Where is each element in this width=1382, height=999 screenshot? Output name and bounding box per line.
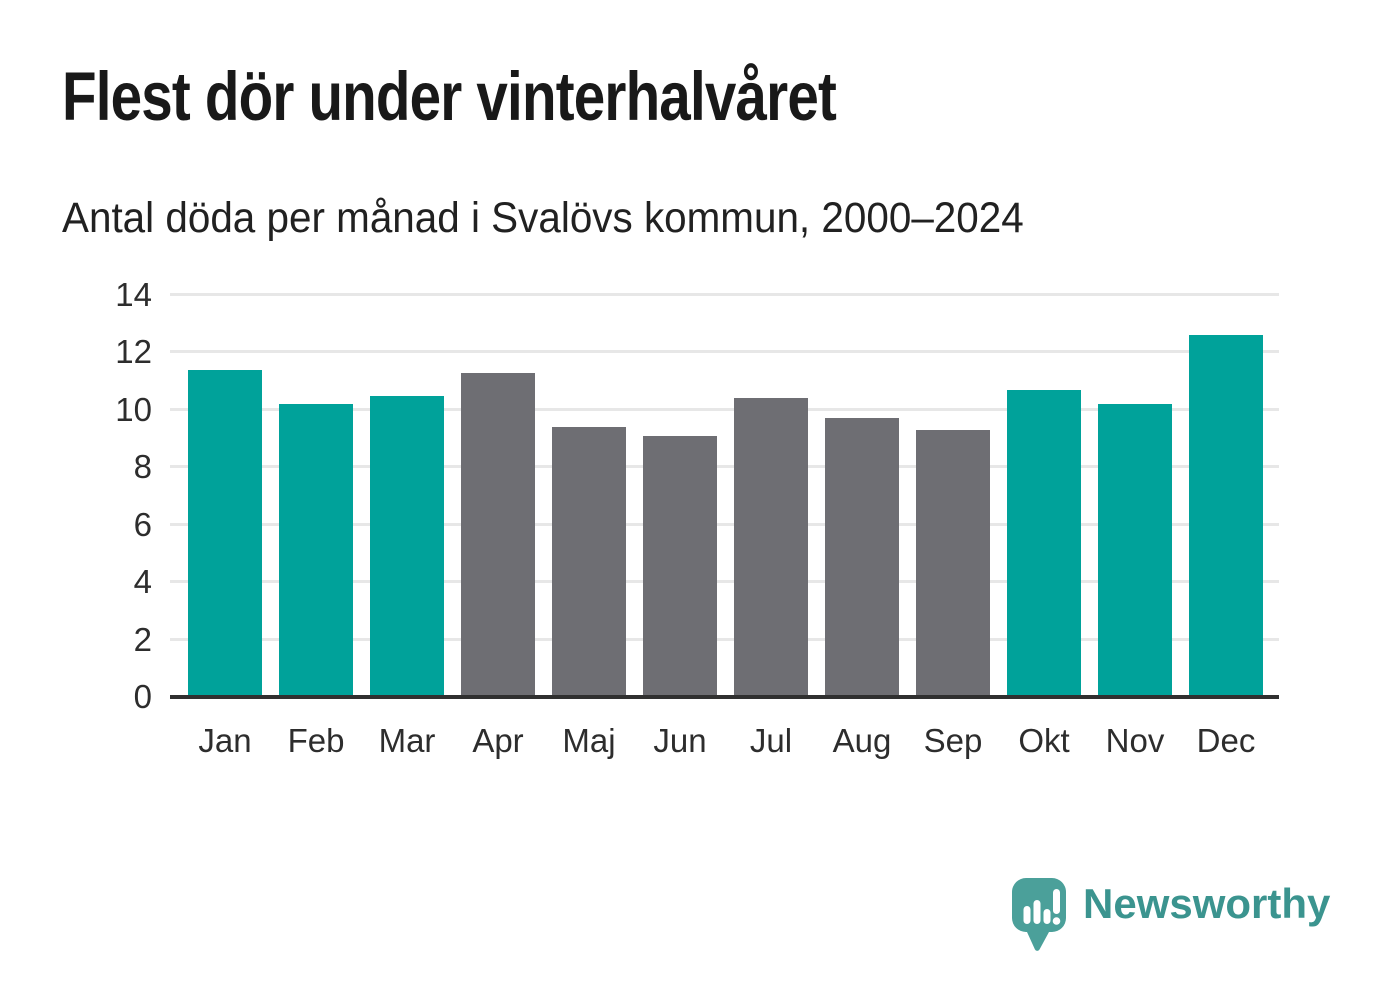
newsworthy-logo: Newsworthy	[1010, 877, 1330, 957]
bar-okt	[1007, 389, 1081, 697]
y-tick-label-8: 8	[133, 448, 152, 486]
bar-jun	[643, 435, 717, 697]
bar-chart-plot-area	[170, 293, 1279, 697]
bar-jan	[188, 369, 262, 697]
x-tick-label-aug: Aug	[832, 722, 892, 759]
x-tick-label-jul: Jul	[749, 722, 793, 759]
x-tick-label-mar: Mar	[378, 722, 436, 759]
y-tick-label-2: 2	[133, 620, 152, 658]
bar-maj	[552, 427, 626, 697]
y-tick-label-10: 10	[115, 390, 152, 428]
y-tick-label-12: 12	[115, 333, 152, 371]
y-tick-label-0: 0	[133, 678, 152, 715]
x-tick-label-okt: Okt	[1018, 722, 1070, 759]
gridline-12	[170, 350, 1279, 354]
x-tick-label-nov: Nov	[1105, 722, 1165, 759]
gridline-4	[170, 580, 1279, 584]
bar-apr	[461, 372, 535, 697]
bar-sep	[916, 429, 990, 697]
gridline-6	[170, 522, 1279, 526]
gridline-2	[170, 637, 1279, 641]
y-tick-label-6: 6	[133, 505, 152, 543]
x-tick-label-jan: Jan	[198, 722, 252, 759]
x-tick-label-apr: Apr	[472, 722, 524, 759]
bar-aug	[825, 418, 899, 697]
chart-subtitle: Antal döda per månad i Svalövs kommun, 2…	[62, 194, 1024, 242]
x-tick-label-sep: Sep	[923, 722, 983, 759]
brand-wordmark: Newsworthy	[1083, 880, 1331, 927]
x-tick-label-dec: Dec	[1196, 722, 1256, 759]
x-tick-label-maj: Maj	[562, 722, 616, 759]
newsworthy-logo-icon	[1012, 878, 1066, 951]
y-tick-label-14: 14	[115, 276, 152, 313]
x-tick-label-feb: Feb	[287, 722, 345, 759]
gridline-8	[170, 465, 1279, 469]
bar-nov	[1098, 404, 1172, 697]
gridline-14	[170, 293, 1279, 296]
x-axis-line	[170, 695, 1279, 699]
y-tick-label-4: 4	[133, 563, 152, 601]
bar-mar	[370, 395, 444, 697]
gridline-10	[170, 407, 1279, 411]
bar-dec	[1189, 335, 1263, 697]
bar-feb	[279, 404, 353, 697]
chart-title: Flest dör under vinterhalvåret	[62, 58, 837, 135]
bar-jul	[734, 398, 808, 697]
x-tick-label-jun: Jun	[653, 722, 707, 759]
